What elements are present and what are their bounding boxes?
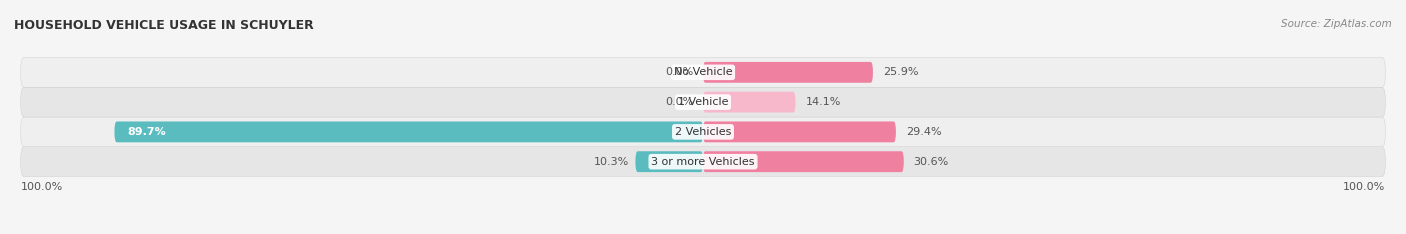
Text: 1 Vehicle: 1 Vehicle [678,97,728,107]
FancyBboxPatch shape [703,151,904,172]
FancyBboxPatch shape [21,147,1385,177]
Text: 100.0%: 100.0% [21,182,63,192]
FancyBboxPatch shape [21,57,1385,87]
Text: 29.4%: 29.4% [905,127,942,137]
Text: No Vehicle: No Vehicle [673,67,733,77]
Text: 2 Vehicles: 2 Vehicles [675,127,731,137]
FancyBboxPatch shape [114,121,703,142]
Text: 3 or more Vehicles: 3 or more Vehicles [651,157,755,167]
Text: 89.7%: 89.7% [128,127,166,137]
FancyBboxPatch shape [636,151,703,172]
Text: 14.1%: 14.1% [806,97,841,107]
Text: 0.0%: 0.0% [665,97,693,107]
Text: 10.3%: 10.3% [593,157,628,167]
FancyBboxPatch shape [703,92,796,113]
FancyBboxPatch shape [21,117,1385,147]
FancyBboxPatch shape [703,62,873,83]
FancyBboxPatch shape [703,121,896,142]
FancyBboxPatch shape [21,87,1385,117]
Text: 25.9%: 25.9% [883,67,918,77]
Text: Source: ZipAtlas.com: Source: ZipAtlas.com [1281,19,1392,29]
Text: 0.0%: 0.0% [665,67,693,77]
Text: HOUSEHOLD VEHICLE USAGE IN SCHUYLER: HOUSEHOLD VEHICLE USAGE IN SCHUYLER [14,19,314,32]
Text: 100.0%: 100.0% [1343,182,1385,192]
Text: 30.6%: 30.6% [914,157,949,167]
